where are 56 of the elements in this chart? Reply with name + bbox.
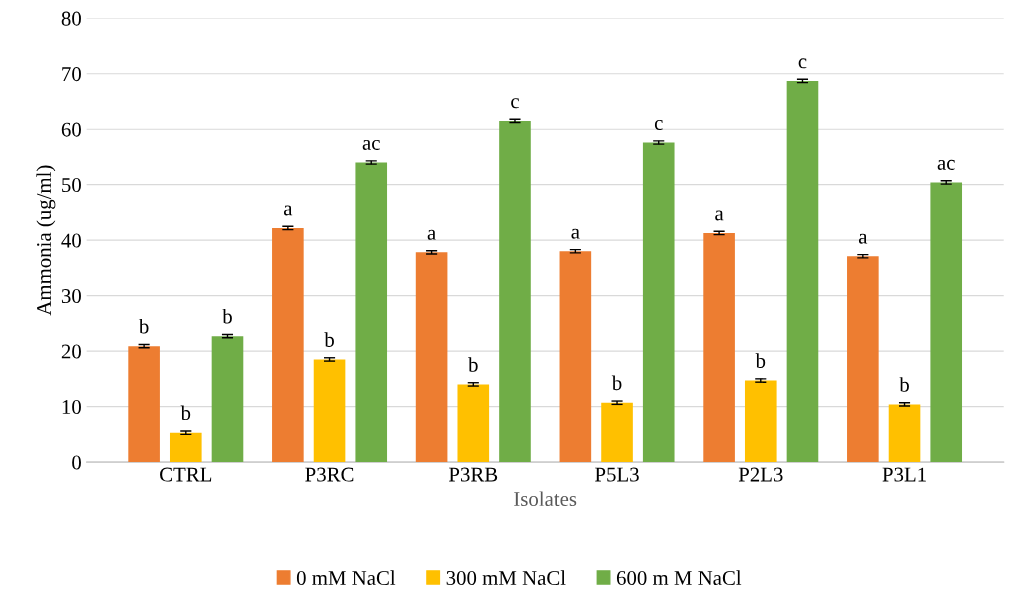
x-tick-label: P3RB [448,467,498,482]
bar [272,227,304,463]
legend-label: 0 mM NaCl [296,570,396,586]
bar [559,251,592,463]
x-tick-label: P3RC [305,467,354,482]
y-tick-label: 80 [61,11,81,26]
data-label: b [755,353,766,368]
bar [128,346,160,463]
legend-label: 300 mM NaCl [446,570,566,586]
data-label: a [571,228,580,239]
x-tick-label: P2L3 [738,467,783,482]
data-label: ac [937,159,955,170]
data-label: a [858,233,868,244]
bar [744,380,777,463]
bar [888,404,921,463]
data-label: b [324,332,334,347]
bar [930,182,963,463]
data-label: b [468,357,478,372]
y-tick-label: 40 [61,233,81,248]
data-label: b [222,308,232,324]
data-label: b [899,377,909,392]
data-label: c [798,58,807,69]
y-axis-title: Ammonia (ug/ml) [36,165,56,316]
bar [355,162,388,463]
data-label: c [654,119,663,130]
bar [457,384,490,463]
y-tick-label: 70 [62,67,81,82]
y-tick-label: 50 [62,178,81,193]
y-tick-label: 60 [61,122,81,137]
y-tick-label: 10 [62,399,81,415]
bar [847,256,879,463]
bar [642,142,675,463]
data-label: a [715,210,724,221]
legend-label: 600 m M NaCl [616,570,742,586]
data-label: b [180,405,191,421]
data-label: b [138,318,149,334]
bar [786,80,819,463]
bar [169,432,202,463]
x-tick-label: CTRL [160,467,212,482]
data-label: c [511,98,519,109]
data-label: a [283,205,293,216]
bar [499,120,531,463]
bar [703,232,735,463]
x-tick-label: P5L3 [595,467,639,482]
data-label: ac [362,139,380,150]
y-tick-label: 20 [61,344,81,359]
data-label: b [611,375,622,391]
y-tick-label: 0 [72,455,81,470]
bar [211,336,244,463]
x-axis-title: Isolates [514,491,577,507]
bar [313,359,346,463]
y-tick-label: 30 [61,289,81,304]
bar [415,252,448,463]
bar [601,402,633,463]
data-label: a [427,229,436,240]
x-tick-label: P3L1 [882,467,926,482]
